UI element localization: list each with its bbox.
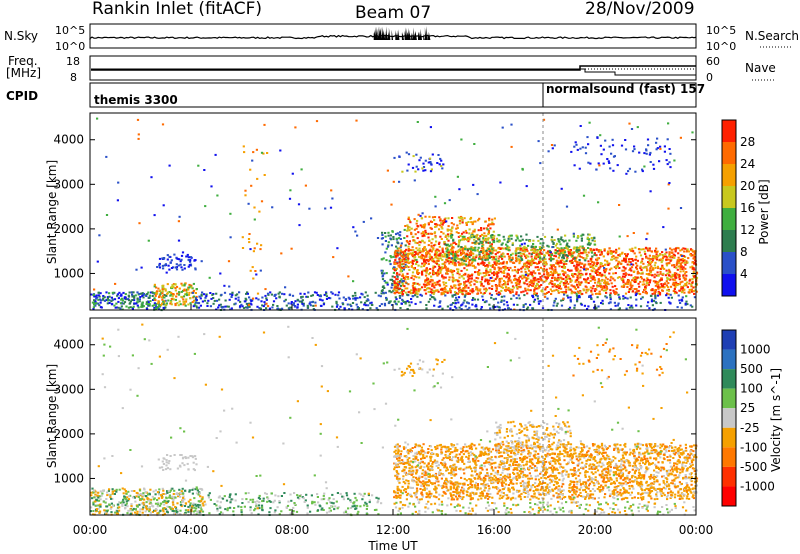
freq-line <box>91 65 696 71</box>
power-ylabel: Slant Range [km] <box>45 160 59 264</box>
date-title: 28/Nov/2009 <box>585 0 695 19</box>
colorbar-swatch <box>722 230 736 252</box>
colorbar-tick-label: 100 <box>740 382 763 396</box>
noise-right-label: N.Search <box>745 29 799 43</box>
colorbar-tick-label: -100 <box>740 440 767 454</box>
colorbar-swatch <box>722 349 736 370</box>
noise-ytick-top-left: 10^5 <box>55 24 85 37</box>
colorbar-tick-label: -500 <box>740 460 767 474</box>
noise-ytick-top-right: 10^5 <box>706 24 736 37</box>
xtick-label: 16:00 <box>477 523 512 537</box>
power-yticks: 1000 2000 3000 4000 <box>53 133 696 280</box>
time-axis-label: Time UT <box>367 539 418 553</box>
colorbar-swatch <box>722 252 736 274</box>
colorbar-swatch <box>722 408 736 428</box>
xtick-label: 04:00 <box>174 523 209 537</box>
velocity-panel: 1000 2000 3000 4000 Slant Range [km] 1000 50… <box>45 317 783 517</box>
power-data-cells <box>90 117 699 312</box>
colorbar-tick-label: 12 <box>740 223 755 237</box>
nave-line <box>91 68 696 76</box>
colorbar-swatch <box>722 120 736 142</box>
cpid-label: CPID <box>6 89 38 103</box>
xtick-label: 00:00 <box>73 523 108 537</box>
velocity-colorbar-label: Velocity [m s^-1] <box>769 368 783 472</box>
freq-ytick-top-right: 60 <box>706 55 720 68</box>
power-colorbar: 4 8 12 16 20 24 28 <box>721 119 755 297</box>
station-title: Rankin Inlet (fitACF) <box>92 0 262 19</box>
colorbar-swatch <box>722 369 736 389</box>
ytick-label: 1000 <box>53 471 84 485</box>
colorbar-tick-label: 8 <box>740 245 748 259</box>
freq-ytick-bottom-right: 0 <box>706 71 713 84</box>
colorbar-swatch <box>722 486 736 506</box>
ytick-label: 3000 <box>53 382 84 396</box>
freq-ytick-top-left: 18 <box>66 55 80 68</box>
ytick-label: 2000 <box>53 222 84 236</box>
power-panel: 1000 2000 3000 4000 Slant Range [km] 4 8 12 16… <box>45 112 771 312</box>
cpid-panel: CPID themis 3300 normalsound (fast) 157 <box>6 82 705 108</box>
colorbar-tick-label: 20 <box>740 179 755 193</box>
colorbar-swatch <box>722 208 736 230</box>
xtick-label: 00:00 <box>679 523 714 537</box>
ytick-label: 4000 <box>53 133 84 147</box>
ytick-label: 4000 <box>53 338 84 352</box>
noise-spike-fill <box>373 26 431 40</box>
colorbar-swatch <box>722 164 736 186</box>
colorbar-swatch <box>722 447 736 467</box>
noise-ytick-bottom-right: 10^0 <box>706 40 736 53</box>
velocity-colorbar: 1000 500 100 25 -25 -100 -500 -1000 <box>721 329 775 507</box>
velocity-ylabel: Slant Range [km] <box>45 364 59 468</box>
colorbar-tick-label: 28 <box>740 135 755 149</box>
xtick-label: 20:00 <box>578 523 613 537</box>
freq-label-1: Freq. <box>8 54 38 68</box>
noise-ytick-bottom-left: 10^0 <box>55 40 85 53</box>
ytick-label: 2000 <box>53 427 84 441</box>
beam-title: Beam 07 <box>355 3 431 23</box>
noise-left-label: N.Sky <box>4 29 38 43</box>
xtick-label: 08:00 <box>275 523 310 537</box>
colorbar-tick-label: 24 <box>740 157 755 171</box>
freq-label-2: [MHz] <box>6 66 41 80</box>
velocity-data-cells <box>90 323 699 517</box>
colorbar-tick-label: 500 <box>740 362 763 376</box>
colorbar-swatch <box>722 427 736 448</box>
colorbar-tick-label: 4 <box>740 267 748 281</box>
colorbar-tick-label: -25 <box>740 421 760 435</box>
velocity-yticks: 1000 2000 3000 4000 <box>53 338 696 485</box>
time-axis-ticks: 00:00 04:00 08:00 12:00 16:00 20:00 00:00 <box>73 304 714 537</box>
colorbar-swatch <box>722 142 736 164</box>
colorbar-swatch <box>722 186 736 208</box>
colorbar-swatch <box>722 466 736 487</box>
colorbar-swatch <box>722 330 736 350</box>
colorbar-swatch <box>722 388 736 409</box>
cpid-segment-2: normalsound (fast) 157 <box>546 82 705 96</box>
colorbar-tick-label: 25 <box>740 401 755 415</box>
colorbar-tick-label: 1000 <box>740 343 771 357</box>
noise-panel: N.Sky 10^5 10^0 10^5 10^0 N.Search <box>4 23 799 53</box>
power-colorbar-label: Power [dB] <box>757 179 771 244</box>
ytick-label: 3000 <box>53 177 84 191</box>
ytick-label: 1000 <box>53 266 84 280</box>
colorbar-tick-label: -1000 <box>740 479 775 493</box>
freq-panel: Freq. [MHz] 18 8 60 0 Nave <box>6 54 776 84</box>
cpid-segment-1: themis 3300 <box>94 93 178 107</box>
nave-label: Nave <box>745 61 776 75</box>
freq-ytick-bottom-left: 8 <box>70 71 77 84</box>
colorbar-swatch <box>722 274 736 296</box>
xtick-label: 12:00 <box>376 523 411 537</box>
colorbar-tick-label: 16 <box>740 201 755 215</box>
